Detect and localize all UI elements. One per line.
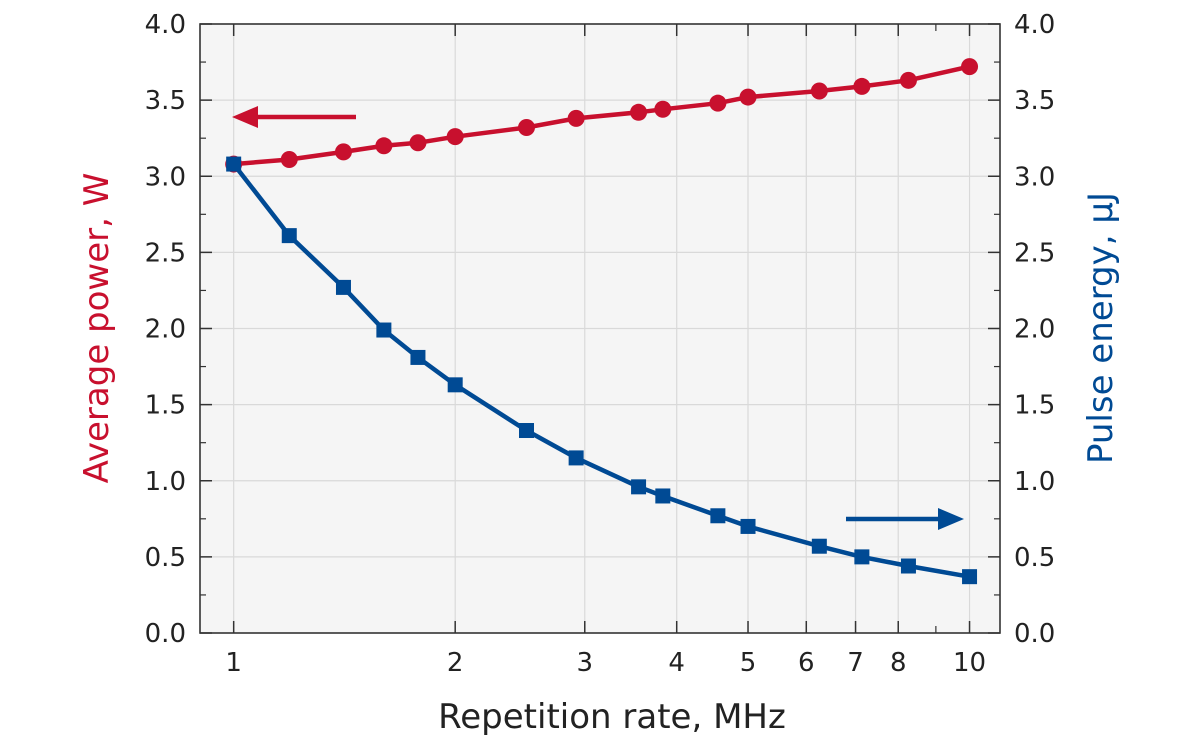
pulse-energy-point (447, 377, 463, 393)
average-power-point (518, 119, 536, 137)
average-power-series-line (231, 64, 972, 167)
left-y-tick-label: 3.5 (145, 86, 186, 116)
average-power-point (409, 134, 427, 152)
average-power-point (654, 100, 672, 118)
plot-frame (199, 23, 1001, 634)
x-tick-label: 1 (225, 648, 242, 678)
pulse-energy-point (900, 558, 916, 574)
right-y-tick-label: 2.5 (1014, 238, 1055, 268)
pulse-energy-point (710, 508, 726, 524)
left-y-tick-label: 1.5 (145, 391, 186, 421)
average-power-point (567, 109, 585, 127)
x-tick-label: 10 (953, 648, 986, 678)
right-y-tick-label: 2.0 (1014, 315, 1055, 345)
average-power-point (334, 143, 352, 161)
right-y-tick-label: 1.0 (1014, 467, 1055, 497)
pulse-energy-point (740, 518, 756, 534)
average-power-point (853, 77, 871, 95)
x-tick-label: 8 (890, 648, 907, 678)
right-y-tick-label: 1.5 (1014, 391, 1055, 421)
pulse-energy-point (335, 279, 351, 295)
left-arrow-head (232, 106, 258, 128)
average-power-point (709, 94, 727, 112)
pulse-energy-point (410, 349, 426, 365)
left-y-tick-label: 2.5 (145, 238, 186, 268)
x-axis-title: Repetition rate, MHz (438, 697, 786, 737)
pulse-energy-point (519, 423, 535, 439)
pulse-energy-point (281, 228, 297, 244)
left-y-tick-label: 0.0 (145, 619, 186, 649)
pulse-energy-point (376, 322, 392, 338)
pulse-energy-point (962, 569, 978, 585)
average-power-point (961, 58, 979, 76)
average-power-point (899, 71, 917, 89)
pulse-energy-point (854, 549, 870, 565)
pulse-energy-series-line (231, 161, 972, 579)
right-y-tick-label: 0.0 (1014, 619, 1055, 649)
pulse-energy-point (655, 488, 671, 504)
x-tick-label: 4 (668, 648, 685, 678)
left-y-tick-label: 4.0 (145, 10, 186, 40)
left-y-tick-label: 0.5 (145, 543, 186, 573)
x-tick-label: 6 (798, 648, 815, 678)
x-tick-label: 5 (740, 648, 757, 678)
plot-area: 0.0 0.0 0.5 0.5 1.0 1.0 1.5 1.5 2.0 2.0 2.5 2.5 3.0 3… (145, 10, 1056, 678)
right-y-tick-label: 0.5 (1014, 543, 1055, 573)
pulse-energy-point (811, 538, 827, 554)
pulse-energy-point (631, 479, 647, 495)
right-y-tick-label: 4.0 (1014, 10, 1055, 40)
right-y-tick-label: 3.0 (1014, 162, 1055, 192)
left-y-axis-title: Average power, W (77, 173, 117, 484)
average-power-point (630, 103, 648, 121)
pulse-energy-point (226, 156, 242, 172)
x-tick-label: 3 (576, 648, 593, 678)
average-power-point (446, 128, 464, 146)
x-tick-label: 2 (447, 648, 464, 678)
right-y-axis-title: Pulse energy, µJ (1081, 192, 1121, 464)
average-power-point (810, 82, 828, 100)
left-y-tick-label: 2.0 (145, 315, 186, 345)
average-power-point (280, 151, 298, 169)
right-y-tick-label: 3.5 (1014, 86, 1055, 116)
left-y-tick-label: 3.0 (145, 162, 186, 192)
average-power-point (739, 88, 757, 106)
pulse-energy-point (568, 450, 584, 466)
x-tick-label: 7 (847, 648, 864, 678)
average-power-point (375, 137, 393, 155)
right-arrow-head (938, 508, 964, 530)
left-y-tick-label: 1.0 (145, 467, 186, 497)
